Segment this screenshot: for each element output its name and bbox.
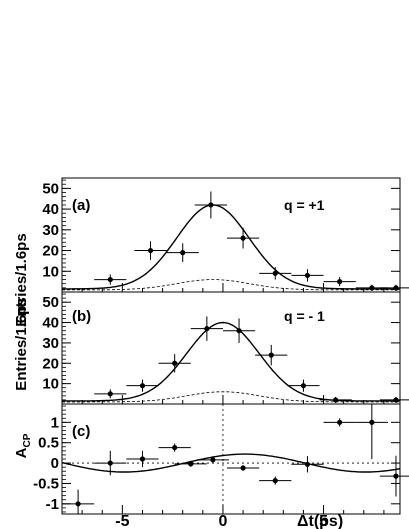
y-tick-label: 40 xyxy=(42,315,59,332)
data-point xyxy=(337,419,343,425)
data-point xyxy=(337,279,343,285)
y-tick-label: 40 xyxy=(42,201,59,218)
data-point xyxy=(172,360,178,366)
panel-a-qplus: (a) q = +1 Entries/1.6ps 10 20 30 40 50 xyxy=(13,177,409,327)
data-point xyxy=(369,419,375,425)
acp-fit-curve xyxy=(61,453,401,473)
y-tick-label: 20 xyxy=(42,243,59,260)
y-tick-label: 50 xyxy=(42,294,59,311)
y-tick-label: -1 xyxy=(46,496,59,513)
data-point xyxy=(139,456,146,462)
panel-b-ylabel: Entries/1.6ps xyxy=(13,297,30,390)
data-point xyxy=(393,473,399,479)
panel-b-annotation: q = - 1 xyxy=(284,308,325,324)
y-tick-label: 20 xyxy=(42,355,59,372)
panel-frame-2 xyxy=(61,403,401,515)
data-point xyxy=(393,397,399,403)
data-point xyxy=(268,352,274,358)
panel-b-label: (b) xyxy=(72,308,91,325)
data-point xyxy=(139,383,146,389)
y-tick-label: 30 xyxy=(42,335,59,352)
data-point xyxy=(180,250,186,256)
data-point xyxy=(304,461,311,467)
data-point xyxy=(240,465,246,471)
data-point xyxy=(107,391,113,397)
fit-curve xyxy=(62,321,400,402)
data-point xyxy=(107,276,113,283)
x-tick-label: 0 xyxy=(218,513,227,529)
x-tick-label: 5 xyxy=(319,513,328,529)
background-curve xyxy=(62,391,400,403)
data-point xyxy=(208,202,214,208)
data-point xyxy=(188,461,194,467)
data-point xyxy=(107,460,113,466)
data-point xyxy=(272,270,278,276)
y-tick-label: 10 xyxy=(42,263,59,280)
background-curve xyxy=(62,279,400,291)
data-point xyxy=(272,477,278,484)
panel-a-ylabel: Entries/1.6ps xyxy=(13,233,30,326)
panel-c-acp: (c) ACP Δt(ps) -1 -0.5 0 0.5 1 -5 0 5 xyxy=(13,403,409,529)
data-point xyxy=(204,326,210,332)
data-point xyxy=(210,457,216,463)
y-tick-label: 0 xyxy=(51,455,59,472)
x-tick-label: -5 xyxy=(115,513,129,529)
panel-frame-0 xyxy=(61,177,401,293)
data-point xyxy=(300,383,307,389)
data-point xyxy=(304,272,311,279)
data-point xyxy=(147,247,154,254)
panel-frame-1 xyxy=(61,291,401,405)
data-point xyxy=(393,285,399,291)
fit-curve xyxy=(62,204,400,290)
panel-c-ylabel: ACP xyxy=(13,433,33,458)
panel-c-label: (c) xyxy=(72,423,90,440)
y-tick-label: 10 xyxy=(42,376,59,393)
y-tick-label: 30 xyxy=(42,222,59,239)
data-point xyxy=(333,397,339,403)
y-tick-label: 1 xyxy=(51,414,59,431)
data-point xyxy=(240,235,246,241)
y-tick-label: 0.5 xyxy=(38,435,59,452)
data-point xyxy=(369,285,375,291)
panel-a-annotation: q = +1 xyxy=(284,197,325,213)
data-point xyxy=(172,444,178,451)
y-tick-label: 50 xyxy=(42,180,59,197)
data-point xyxy=(75,501,81,507)
x-axis-label: Δt(ps) xyxy=(297,513,343,529)
data-point xyxy=(236,328,242,334)
y-tick-label: -0.5 xyxy=(33,475,59,492)
panel-a-label: (a) xyxy=(72,197,90,214)
panel-b-qminus: (b) q = - 1 Entries/1.6ps 10 20 30 40 50 xyxy=(13,291,409,405)
